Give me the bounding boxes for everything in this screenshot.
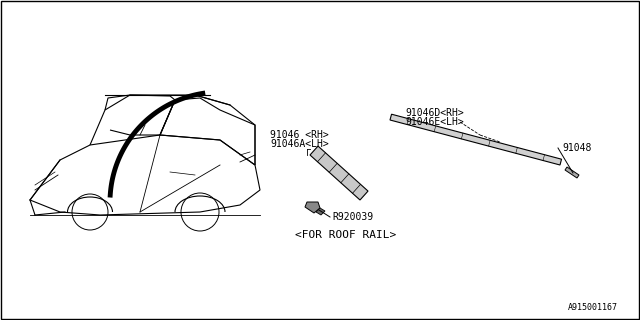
Text: <FOR ROOF RAIL>: <FOR ROOF RAIL> xyxy=(295,230,396,240)
Polygon shape xyxy=(305,202,320,213)
Text: 91046 <RH>: 91046 <RH> xyxy=(270,130,329,140)
Text: 91046D<RH>: 91046D<RH> xyxy=(405,108,464,118)
Polygon shape xyxy=(565,167,579,178)
Text: A915001167: A915001167 xyxy=(568,303,618,312)
Text: 91046E<LH>: 91046E<LH> xyxy=(405,117,464,127)
Text: R920039: R920039 xyxy=(332,212,373,222)
Polygon shape xyxy=(310,146,368,200)
Polygon shape xyxy=(316,208,325,215)
Text: 91048: 91048 xyxy=(562,143,591,153)
Text: 91046A<LH>: 91046A<LH> xyxy=(270,139,329,149)
Polygon shape xyxy=(390,114,561,165)
